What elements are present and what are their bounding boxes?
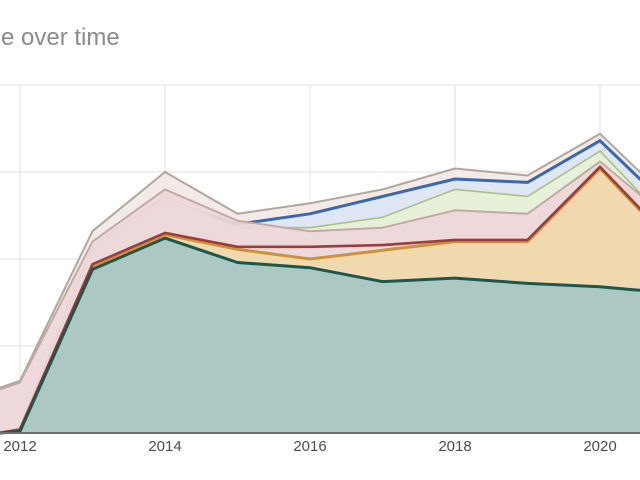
series-dark-red[interactable] (0, 165, 640, 435)
x-tick-label-2012: 2012 (3, 438, 36, 455)
x-tick-label-2018: 2018 (438, 438, 471, 455)
x-tick-label-2016: 2016 (293, 438, 326, 455)
series-areas[interactable] (0, 132, 640, 435)
chart-title: e over time (1, 24, 120, 51)
x-tick-label-2014: 2014 (148, 438, 181, 455)
x-axis-tick-labels: 2012 2014 2016 2018 2020 (3, 438, 616, 455)
x-tick-label-2020: 2020 (583, 438, 616, 455)
series-teal[interactable] (0, 236, 640, 435)
